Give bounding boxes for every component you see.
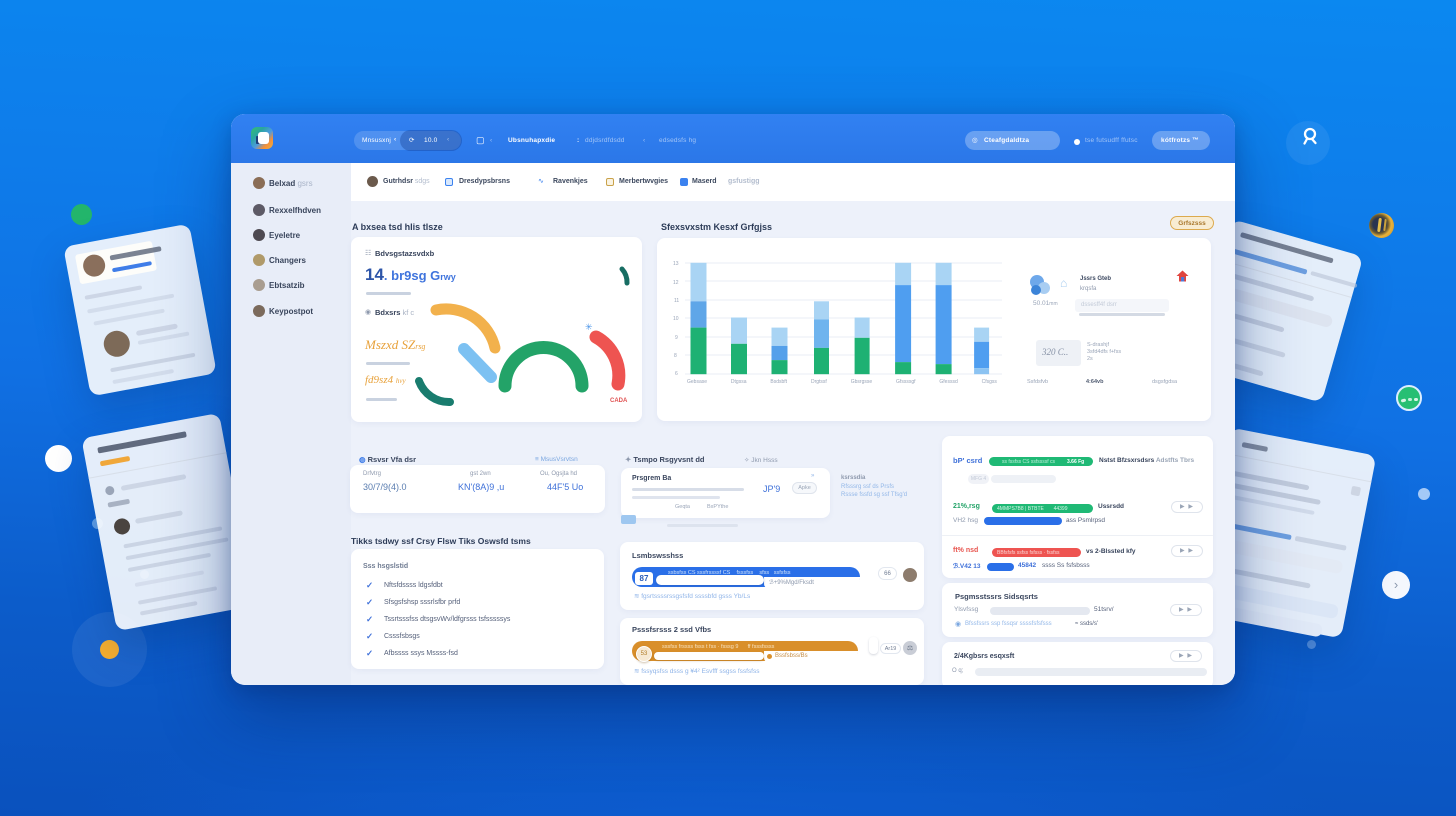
svg-text:11: 11	[674, 298, 679, 304]
svg-text:10: 10	[673, 316, 679, 322]
svg-text:12: 12	[673, 280, 679, 286]
svg-text:CADA: CADA	[610, 398, 628, 404]
svg-text:8: 8	[674, 353, 677, 359]
svg-text:13: 13	[673, 261, 679, 267]
svg-text:✳: ✳	[585, 322, 593, 332]
svg-text:9: 9	[675, 335, 678, 341]
svg-text:6: 6	[675, 371, 678, 377]
